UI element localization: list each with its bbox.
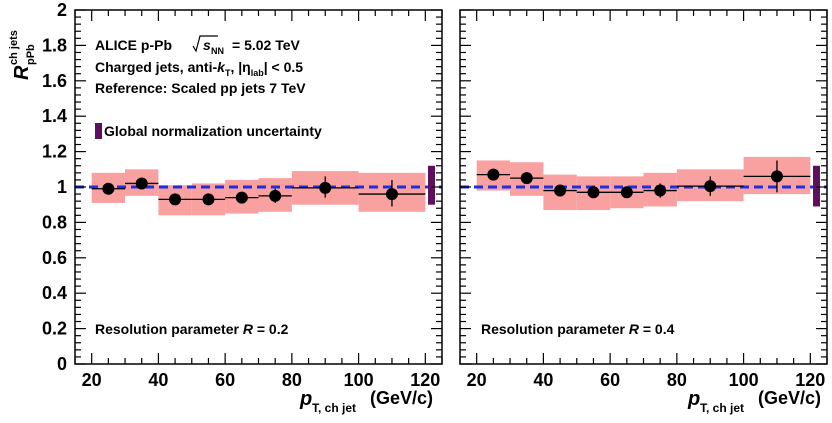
left-data-point-3 [202, 193, 215, 206]
left-resolution-label: Resolution parameter R = 0.2 [95, 321, 289, 337]
left-panel: 20 40 60 80 100 120 0 0.2 0.4 0.6 0.8 1 1.2 1.4 1.6 1.8… [8, 0, 443, 415]
right-data-point-1 [520, 172, 533, 185]
y-axis-title-main: R [11, 65, 33, 80]
y-axis-title-subscript: pPb [25, 44, 37, 65]
sqrt-s-label: s [203, 37, 211, 53]
y-tick-label-10: 2 [57, 0, 67, 20]
right-x-axis-title-subscript: T, ch jet [700, 401, 744, 415]
legend-norm-label: Global normalization uncertainty [104, 123, 322, 139]
right-x-tick-label-3: 80 [667, 370, 687, 390]
right-x-tick-label-5: 120 [795, 370, 825, 390]
left-plot-area [75, 165, 442, 216]
left-x-tick-label-5: 120 [410, 370, 440, 390]
left-data-point-0 [102, 182, 115, 195]
right-plot-area [460, 156, 827, 211]
y-axis-title: R ch jets pPb [8, 30, 37, 80]
sqrt-symbol [192, 35, 218, 53]
nn-subscript: NN [211, 46, 224, 56]
left-annotation-energy: s NN = 5.02 TeV [192, 35, 301, 56]
left-data-point-7 [385, 188, 398, 201]
y-tick-label-7: 1.4 [42, 106, 67, 126]
right-data-point-2 [554, 184, 567, 197]
left-axes: 20 40 60 80 100 120 0 0.2 0.4 0.6 0.8 1 1.2 1.4 1.6 1.8… [42, 0, 443, 390]
y-tick-label-0: 0 [57, 354, 67, 374]
right-data-point-5 [654, 184, 667, 197]
right-norm-uncertainty-box [813, 165, 820, 207]
left-data-point-5 [269, 189, 282, 202]
left-data-point-4 [235, 191, 248, 204]
y-tick-label-5: 1 [57, 177, 67, 197]
right-data-point-0 [487, 168, 500, 181]
right-x-tick-label-0: 20 [467, 370, 487, 390]
right-x-tick-label-2: 60 [600, 370, 620, 390]
right-resolution-label: Resolution parameter R = 0.4 [481, 321, 675, 337]
right-data-point-3 [587, 186, 600, 199]
left-x-tick-label-2: 60 [215, 370, 235, 390]
y-tick-label-6: 1.2 [42, 142, 67, 162]
left-annotation-line2: Charged jets, anti-kT, |ηlab| < 0.5 [95, 59, 303, 78]
right-x-axis-title: p T, ch jet (GeV/c) [687, 388, 821, 415]
y-tick-label-8: 1.6 [42, 71, 67, 91]
right-data-point-7 [770, 170, 783, 183]
y-tick-label-3: 0.6 [42, 248, 67, 268]
left-x-axis-title-subscript: T, ch jet [312, 401, 356, 415]
left-data-point-1 [135, 177, 148, 190]
left-x-tick-label-0: 20 [82, 370, 102, 390]
legend-norm-swatch [95, 123, 102, 139]
left-annotation-line1: ALICE p-Pb [95, 37, 172, 53]
left-x-tick-label-3: 80 [282, 370, 302, 390]
energy-value: = 5.02 TeV [232, 37, 301, 53]
right-data-point-4 [620, 186, 633, 199]
left-x-tick-label-4: 100 [344, 370, 374, 390]
left-x-axis-title: p T, ch jet (GeV/c) [299, 388, 433, 415]
y-axis-title-superscript: ch jets [8, 30, 20, 65]
y-tick-label-2: 0.4 [42, 283, 67, 303]
right-x-axis-title-unit: (GeV/c) [758, 388, 821, 408]
left-x-axis-title-unit: (GeV/c) [370, 388, 433, 408]
left-x-tick-label-1: 40 [148, 370, 168, 390]
left-norm-uncertainty-box [428, 165, 435, 205]
y-tick-label-9: 1.8 [42, 35, 67, 55]
right-x-tick-label-1: 40 [533, 370, 553, 390]
right-data-point-6 [704, 180, 717, 193]
left-annotation-line3: Reference: Scaled pp jets 7 TeV [95, 80, 306, 96]
left-data-point-6 [319, 181, 332, 194]
right-axes: 20 40 60 80 100 120 [459, 9, 828, 390]
right-x-axis-title-main: p [687, 388, 700, 410]
y-tick-label-1: 0.2 [42, 319, 67, 339]
right-x-tick-label-4: 100 [729, 370, 759, 390]
right-panel: 20 40 60 80 100 120 Resolution parameter R = … [459, 9, 828, 415]
left-x-axis-title-main: p [299, 388, 312, 410]
left-data-point-2 [169, 193, 182, 206]
y-tick-label-4: 0.8 [42, 212, 67, 232]
